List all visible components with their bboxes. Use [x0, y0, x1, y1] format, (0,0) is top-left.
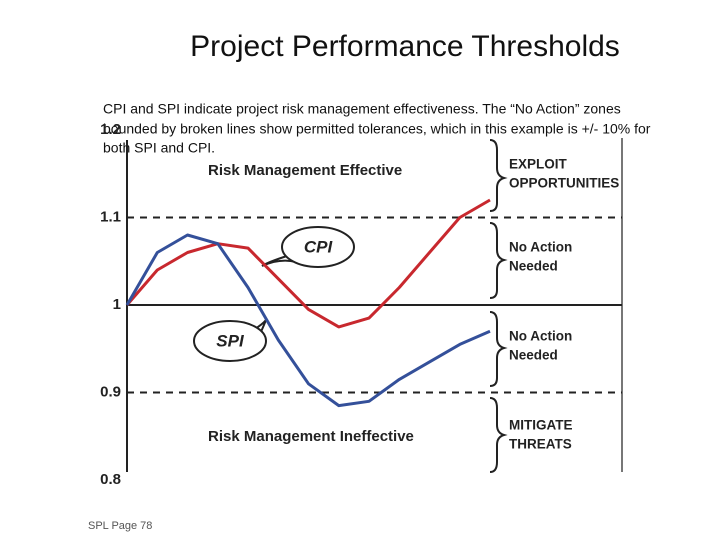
- zone-label: EXPLOIT: [509, 157, 568, 172]
- y-tick-label: 0.8: [100, 471, 121, 488]
- caption-line: bounded by broken lines show permitted t…: [103, 121, 651, 137]
- series-line: [125, 233, 491, 408]
- caption-line: CPI and SPI indicate project risk manage…: [103, 101, 621, 117]
- legend-label: CPI: [304, 237, 334, 256]
- footer: SPL Page 78: [88, 520, 152, 532]
- zone-label: MITIGATE: [509, 418, 573, 433]
- zone-label: Needed: [509, 259, 558, 274]
- caption-line: both SPI and CPI.: [103, 140, 215, 156]
- legend-label: SPI: [216, 331, 245, 350]
- y-tick-label: 1: [113, 296, 121, 313]
- annotation: Risk Management Effective: [208, 162, 402, 179]
- zone-label: No Action: [509, 329, 572, 344]
- annotation: Risk Management Ineffective: [208, 428, 414, 445]
- zone-label: No Action: [509, 240, 572, 255]
- zone-label: OPPORTUNITIES: [509, 176, 619, 191]
- y-tick-label: 1.1: [100, 208, 121, 225]
- series-line: [125, 198, 491, 329]
- y-tick-label: 1.2: [100, 121, 121, 138]
- zone-label: Needed: [509, 348, 558, 363]
- slide-title: Project Performance Thresholds: [190, 30, 620, 63]
- braces: [489, 139, 508, 473]
- y-tick-label: 0.9: [100, 383, 121, 400]
- zone-label: THREATS: [509, 437, 572, 452]
